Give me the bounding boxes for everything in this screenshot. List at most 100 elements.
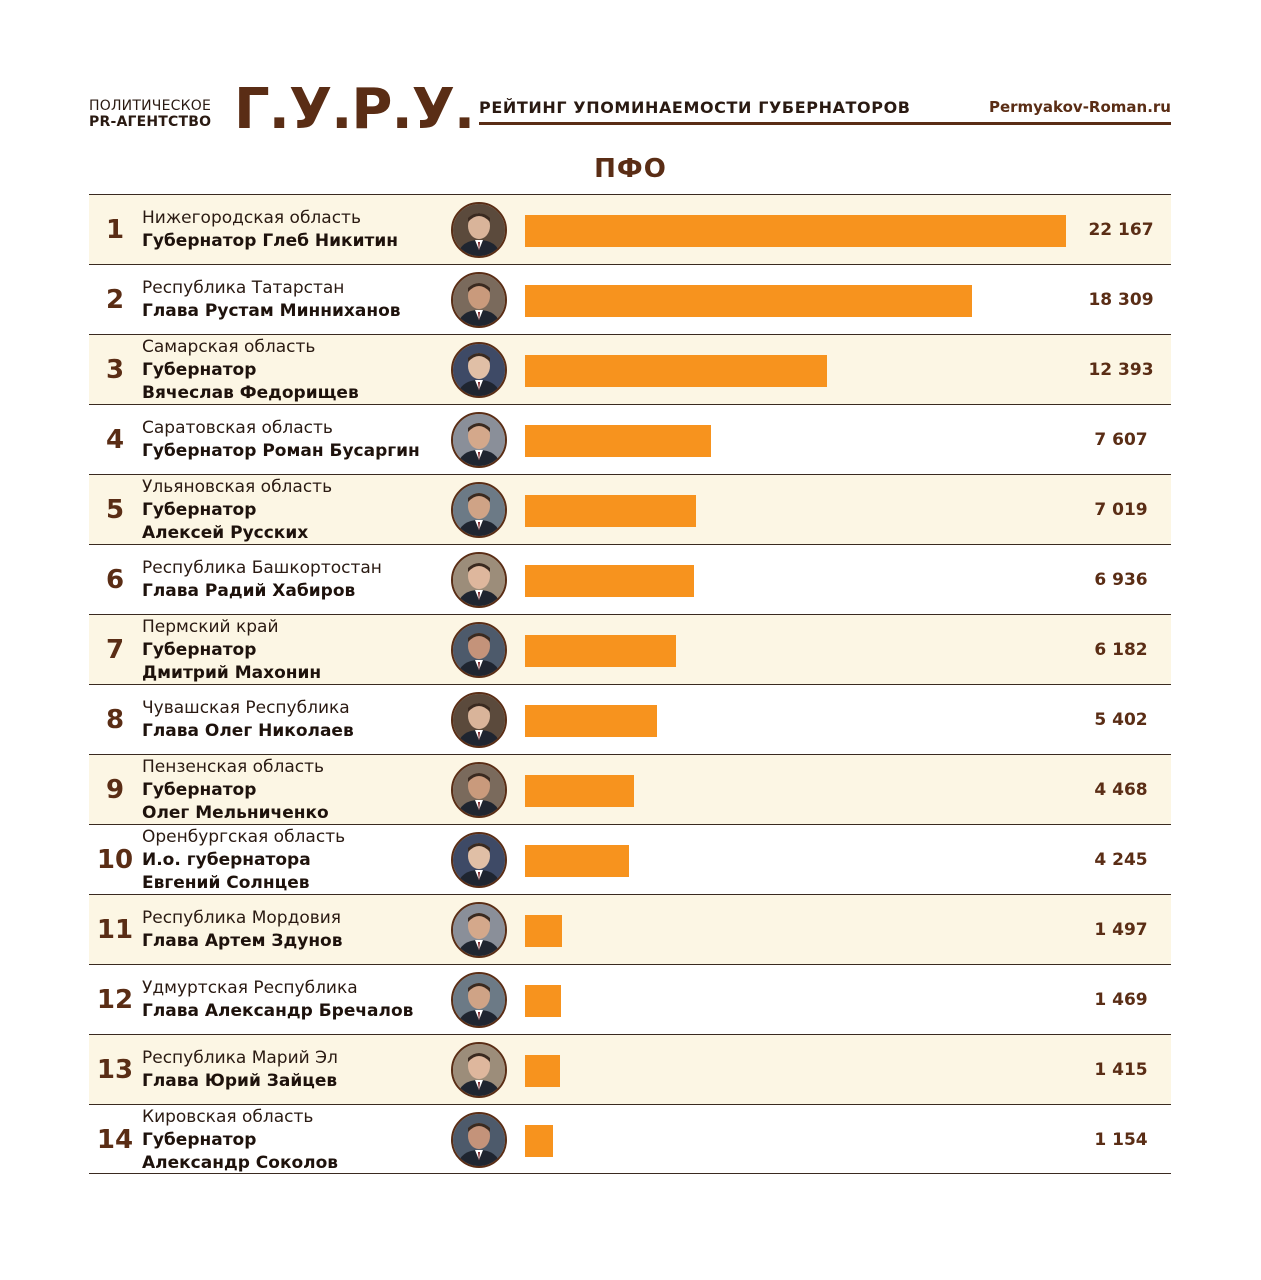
table-row: 11 Республика Мордовия Глава Артем Здунов 1… <box>89 894 1171 964</box>
table-row: 13 Республика Марий Эл Глава Юрий Зайцев 1 … <box>89 1034 1171 1104</box>
governor-portrait-avatar <box>451 832 507 888</box>
rating-title: РЕЙТИНГ УПОМИНАЕМОСТИ ГУБЕРНАТОРОВ <box>479 98 911 117</box>
table-row: 4 Саратовская область Губернатор Роман Бус… <box>89 404 1171 474</box>
mention-count: 7 607 <box>1094 430 1148 450</box>
mention-count: 1 469 <box>1094 990 1148 1010</box>
agency-line2: PR-АГЕНТСТВО <box>89 114 212 130</box>
governor-portrait-avatar <box>451 202 507 258</box>
mention-bar <box>525 915 562 947</box>
governor-portrait-avatar <box>451 1042 507 1098</box>
region-name: Чувашская Республика <box>142 698 350 718</box>
mention-bar <box>525 705 657 737</box>
row-text: Ульяновская область Губернатор Алексей Рус… <box>142 475 442 545</box>
region-name: Оренбургская область <box>142 826 346 847</box>
governor-portrait-avatar <box>451 902 507 958</box>
region-name: Республика Марий Эл <box>142 1048 338 1068</box>
governor-name: Губернатор <box>142 359 257 380</box>
rank-number: 14 <box>96 1125 134 1155</box>
governor-name: Глава Радий Хабиров <box>142 581 356 601</box>
mention-bar <box>525 565 694 597</box>
region-name: Пермский край <box>142 616 279 637</box>
row-text: Республика Татарстан Глава Рустам Минниха… <box>142 265 442 335</box>
rank-number: 3 <box>105 355 125 385</box>
mention-bar <box>525 425 711 457</box>
governor-portrait-avatar <box>451 272 507 328</box>
table-row: 9 Пензенская область Губернатор Олег Мельни… <box>89 754 1171 824</box>
mention-bar <box>525 1055 560 1087</box>
header: ПОЛИТИЧЕСКОЕ PR-АГЕНТСТВО Г.У.Р.У. РЕЙТИ… <box>89 80 1171 144</box>
rank-number: 13 <box>96 1055 134 1085</box>
rank-number: 12 <box>96 985 134 1015</box>
governor-name: Губернатор <box>142 779 257 800</box>
governor-portrait-avatar <box>451 552 507 608</box>
governor-portrait-avatar <box>451 692 507 748</box>
region-name: Саратовская область <box>142 418 333 438</box>
brand-logo: Г.У.Р.У. <box>234 77 475 142</box>
mention-bar <box>525 215 1066 247</box>
site-link[interactable]: Permyakov-Roman.ru <box>988 98 1171 116</box>
region-name: Ульяновская область <box>142 476 333 497</box>
mention-bar <box>525 495 696 527</box>
governor-name: Глава Александр Бречалов <box>142 1001 414 1021</box>
row-text: Республика Башкортостан Глава Радий Хабир… <box>142 545 442 615</box>
governor-name: Губернатор <box>142 499 257 520</box>
rank-number: 2 <box>105 285 125 315</box>
mention-count: 18 309 <box>1088 290 1154 310</box>
region-name: Республика Мордовия <box>142 908 342 928</box>
rank-number: 8 <box>105 705 125 735</box>
rank-number: 4 <box>105 425 125 455</box>
table-row: 10 Оренбургская область И.о. губернатора Ев… <box>89 824 1171 894</box>
mention-bar <box>525 845 629 877</box>
governor-name: Дмитрий Махонин <box>142 662 322 683</box>
rank-number: 5 <box>105 495 125 525</box>
agency-label: ПОЛИТИЧЕСКОЕ PR-АГЕНТСТВО <box>89 98 211 130</box>
row-text: Чувашская Республика Глава Олег Николаев <box>142 685 442 755</box>
table-row: 2 Республика Татарстан Глава Рустам Минних… <box>89 264 1171 334</box>
mention-count: 12 393 <box>1088 360 1154 380</box>
table-row: 3 Самарская область Губернатор Вячеслав Фед… <box>89 334 1171 404</box>
mention-bar <box>525 985 561 1017</box>
governor-name: И.о. губернатора <box>142 849 311 870</box>
governor-portrait-avatar <box>451 972 507 1028</box>
table-row: 12 Удмуртская Республика Глава Александр Б… <box>89 964 1171 1034</box>
mention-bar <box>525 355 827 387</box>
mention-count: 1 497 <box>1094 920 1148 940</box>
governor-portrait-avatar <box>451 482 507 538</box>
table-row: 14 Кировская область Губернатор Александр С… <box>89 1104 1171 1174</box>
region-name: Республика Башкортостан <box>142 558 382 578</box>
mention-count: 22 167 <box>1088 220 1154 240</box>
row-text: Республика Марий Эл Глава Юрий Зайцев <box>142 1035 442 1105</box>
row-text: Пермский край Губернатор Дмитрий Махонин <box>142 615 442 685</box>
row-text: Нижегородская область Губернатор Глеб Ник… <box>142 195 442 265</box>
table-row: 1 Нижегородская область Губернатор Глеб Ни… <box>89 194 1171 264</box>
row-text: Самарская область Губернатор Вячеслав Федо… <box>142 335 442 405</box>
governor-name: Губернатор Роман Бусаргин <box>142 441 420 461</box>
region-name: Удмуртская Республика <box>142 978 358 998</box>
mention-count: 4 468 <box>1094 780 1148 800</box>
mention-bar <box>525 775 634 807</box>
governor-name: Алексей Русских <box>142 522 309 543</box>
mention-bar <box>525 635 676 667</box>
mention-bar <box>525 285 972 317</box>
governor-name: Александр Соколов <box>142 1152 339 1173</box>
governor-name: Вячеслав Федорищев <box>142 382 359 403</box>
row-text: Кировская область Губернатор Александр Сок… <box>142 1105 442 1175</box>
mention-count: 6 182 <box>1094 640 1148 660</box>
rank-number: 11 <box>96 915 134 945</box>
mention-count: 1 415 <box>1094 1060 1148 1080</box>
table-row: 5 Ульяновская область Губернатор Алексей Ру… <box>89 474 1171 544</box>
rank-number: 10 <box>96 845 134 875</box>
mention-count: 1 154 <box>1094 1130 1148 1150</box>
table-row: 8 Чувашская Республика Глава Олег Николаев… <box>89 684 1171 754</box>
section-title: ПФО <box>594 154 667 184</box>
governor-portrait-avatar <box>451 762 507 818</box>
governor-name: Глава Рустам Минниханов <box>142 301 401 321</box>
row-text: Оренбургская область И.о. губернатора Евге… <box>142 825 442 895</box>
governor-name: Евгений Солнцев <box>142 872 310 893</box>
table-row: 6 Республика Башкортостан Глава Радий Хаби… <box>89 544 1171 614</box>
region-name: Пензенская область <box>142 756 325 777</box>
row-text: Республика Мордовия Глава Артем Здунов <box>142 895 442 965</box>
governor-portrait-avatar <box>451 342 507 398</box>
governor-portrait-avatar <box>451 622 507 678</box>
region-name: Кировская область <box>142 1106 314 1127</box>
